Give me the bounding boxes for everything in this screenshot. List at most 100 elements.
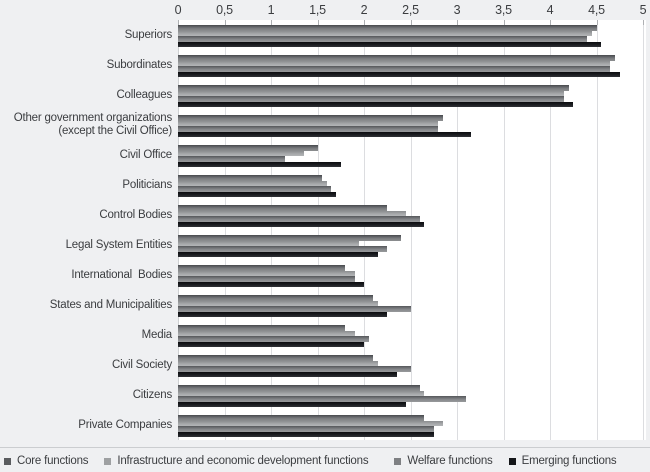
legend-label: Core functions xyxy=(17,455,89,467)
bar-core xyxy=(178,85,569,91)
axis-tick-label: 0 xyxy=(174,3,182,17)
category-label: Legal System Entities xyxy=(0,230,173,260)
bar-welfare xyxy=(178,156,285,162)
bar-core xyxy=(178,115,444,121)
legend-label: Infrastructure and economic development … xyxy=(117,455,369,467)
bar-core xyxy=(178,145,318,151)
gridline xyxy=(596,20,598,440)
bar-infrastructure xyxy=(178,180,327,186)
gridline xyxy=(271,20,272,440)
gridline xyxy=(178,20,179,440)
bar-welfare xyxy=(178,66,611,72)
bar-welfare xyxy=(178,366,411,372)
axis-tick-label: 3,5 xyxy=(495,3,512,17)
bar-welfare xyxy=(178,396,467,402)
bar-core xyxy=(178,355,374,361)
legend-divider xyxy=(0,447,650,448)
category-label: Citizens xyxy=(0,380,173,410)
bar-welfare xyxy=(178,126,439,132)
legend-swatch-icon xyxy=(508,457,516,465)
category-label: States and Municipalities xyxy=(0,290,172,320)
category-label-text: Private Companies xyxy=(78,418,172,431)
bar-welfare xyxy=(178,426,434,432)
bar-welfare xyxy=(178,96,564,102)
bar-core xyxy=(178,175,323,181)
bar-infrastructure xyxy=(178,30,592,36)
bar-emerging xyxy=(178,281,364,287)
bar-infrastructure xyxy=(178,270,355,276)
category-label-text: Civil Office xyxy=(119,148,173,161)
category-label: Civil Office xyxy=(0,140,173,170)
axis-tick-label: 2 xyxy=(360,3,368,17)
bar-emerging xyxy=(178,191,337,197)
bar-welfare xyxy=(178,216,420,222)
bar-emerging xyxy=(178,311,388,317)
axis-tick-mark xyxy=(503,20,505,25)
axis-tick-label: 3 xyxy=(453,3,461,17)
legend-item: Core functions xyxy=(4,455,89,467)
axis-tick-label: 5 xyxy=(639,3,647,17)
bar-infrastructure xyxy=(178,420,444,426)
axis-tick-mark xyxy=(457,20,458,25)
category-label: Control Bodies xyxy=(0,200,172,230)
axis-tick-label: 1,5 xyxy=(309,3,326,17)
bar-infrastructure xyxy=(178,360,378,366)
category-label-text: Control Bodies xyxy=(99,208,172,221)
bar-emerging xyxy=(178,341,364,347)
bar-core xyxy=(178,295,374,301)
gridline xyxy=(410,20,412,440)
category-label: Colleagues xyxy=(0,80,172,110)
category-label: Superiors xyxy=(0,20,173,50)
legend-item: Infrastructure and economic development … xyxy=(104,455,369,467)
axis-tick-label: 1 xyxy=(267,3,275,17)
value-axis-top: 0 0,5 1 1,5 2 2,5 3 3,5 4 4,5 5 xyxy=(0,0,650,20)
bar-emerging xyxy=(178,71,620,77)
gridline xyxy=(550,20,551,440)
category-label-text: Citizens xyxy=(132,388,173,401)
gridline xyxy=(224,20,226,440)
gridline xyxy=(364,20,365,440)
axis-tick-mark xyxy=(596,20,598,25)
plot-area xyxy=(178,20,646,440)
bar-infrastructure xyxy=(178,240,360,246)
category-label: Other government organizations (except t… xyxy=(0,110,172,140)
legend-item: Welfare functions xyxy=(394,455,493,467)
axis-tick-mark xyxy=(643,20,644,25)
bar-emerging xyxy=(178,221,425,227)
bar-welfare xyxy=(178,306,411,312)
axis-tick-mark xyxy=(224,20,226,25)
axis-tick-label: 0,5 xyxy=(216,3,233,17)
category-label-text: Other government organizations (except t… xyxy=(13,112,172,137)
legend-label: Emerging functions xyxy=(521,455,617,467)
bar-infrastructure xyxy=(178,300,378,306)
bar-emerging xyxy=(178,101,574,107)
legend-swatch-icon xyxy=(394,457,402,465)
category-label-text: Politicians xyxy=(122,178,172,191)
category-label-text: International Bodies xyxy=(71,268,172,281)
category-label: Politicians xyxy=(0,170,172,200)
category-label-text: Media xyxy=(141,328,173,341)
category-label-text: Legal System Entities xyxy=(65,238,173,251)
bar-core xyxy=(178,235,402,241)
gridline xyxy=(457,20,458,440)
category-axis: Superiors Subordinates Colleagues Other gov… xyxy=(0,20,172,440)
bar-core xyxy=(178,205,388,211)
bar-core xyxy=(178,265,346,271)
bar-core xyxy=(178,55,616,61)
bar-infrastructure xyxy=(178,390,425,396)
legend: Core functions Infrastructure and economi… xyxy=(4,452,648,470)
axis-tick-mark xyxy=(550,20,551,25)
category-label-text: Superiors xyxy=(124,28,173,41)
axis-tick-label: 4,5 xyxy=(588,3,605,17)
legend-label: Welfare functions xyxy=(407,455,493,467)
gridline xyxy=(503,20,505,440)
bar-emerging xyxy=(178,251,378,257)
bar-infrastructure xyxy=(178,60,611,66)
axis-tick-mark xyxy=(364,20,365,25)
bar-infrastructure xyxy=(178,120,439,126)
bar-infrastructure xyxy=(178,210,406,216)
bar-welfare xyxy=(178,36,588,42)
axis-tick-mark xyxy=(178,20,179,25)
bar-emerging xyxy=(178,161,341,167)
category-label-text: Colleagues xyxy=(116,88,172,101)
